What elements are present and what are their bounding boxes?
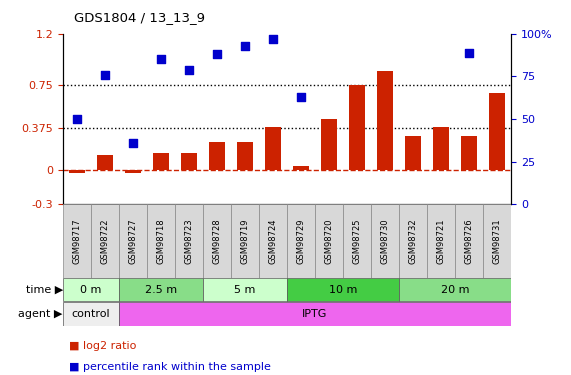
Bar — [377, 71, 393, 170]
Bar — [153, 153, 168, 170]
Text: GSM98719: GSM98719 — [240, 218, 250, 264]
Bar — [63, 302, 119, 326]
Bar — [119, 204, 147, 278]
Point — [268, 36, 278, 42]
Bar — [209, 142, 224, 170]
Point — [128, 140, 138, 146]
Point — [212, 51, 222, 57]
Text: GSM98728: GSM98728 — [212, 218, 222, 264]
Bar — [203, 204, 231, 278]
Text: ■ log2 ratio: ■ log2 ratio — [69, 341, 136, 351]
Point — [408, 14, 417, 20]
Point — [380, 2, 389, 8]
Text: GSM98721: GSM98721 — [436, 218, 445, 264]
Text: GSM98720: GSM98720 — [324, 218, 333, 264]
Bar — [63, 204, 91, 278]
Bar — [287, 278, 399, 302]
Bar — [293, 166, 309, 170]
Bar — [433, 127, 449, 170]
Bar — [237, 142, 252, 170]
Bar — [69, 170, 85, 172]
Point — [184, 67, 194, 73]
Bar — [119, 278, 203, 302]
Bar — [265, 127, 280, 170]
Bar — [259, 204, 287, 278]
Text: GSM98722: GSM98722 — [100, 218, 109, 264]
Bar — [175, 204, 203, 278]
Bar — [63, 278, 119, 302]
Point — [436, 5, 445, 11]
Text: control: control — [71, 309, 110, 319]
Text: GSM98729: GSM98729 — [296, 218, 305, 264]
Text: ■ percentile rank within the sample: ■ percentile rank within the sample — [69, 362, 271, 372]
Bar — [455, 204, 483, 278]
Text: IPTG: IPTG — [302, 309, 328, 319]
Bar — [231, 204, 259, 278]
Point — [100, 72, 110, 78]
Bar — [287, 204, 315, 278]
Point — [73, 116, 82, 122]
Bar — [91, 204, 119, 278]
Point — [240, 43, 250, 49]
Text: GSM98727: GSM98727 — [128, 218, 138, 264]
Point — [464, 50, 473, 55]
Text: GSM98723: GSM98723 — [184, 218, 194, 264]
Bar — [405, 136, 421, 170]
Point — [352, 5, 361, 11]
Bar — [427, 204, 455, 278]
Text: GSM98718: GSM98718 — [156, 218, 166, 264]
Bar — [203, 278, 287, 302]
Point — [296, 94, 305, 100]
Text: 5 m: 5 m — [234, 285, 256, 295]
Bar — [119, 302, 511, 326]
Text: 10 m: 10 m — [329, 285, 357, 295]
Bar — [97, 156, 112, 170]
Bar — [399, 204, 427, 278]
Bar — [371, 204, 399, 278]
Bar — [349, 85, 365, 170]
Text: GSM98732: GSM98732 — [408, 218, 417, 264]
Point — [492, 3, 501, 9]
Bar — [321, 119, 337, 170]
Bar — [147, 204, 175, 278]
Text: GSM98725: GSM98725 — [352, 218, 361, 264]
Bar — [461, 136, 477, 170]
Text: GSM98730: GSM98730 — [380, 218, 389, 264]
Text: GSM98717: GSM98717 — [73, 218, 81, 264]
Text: GDS1804 / 13_13_9: GDS1804 / 13_13_9 — [74, 11, 205, 24]
Text: 0 m: 0 m — [80, 285, 102, 295]
Text: 2.5 m: 2.5 m — [145, 285, 177, 295]
Point — [324, 9, 333, 15]
Text: GSM98724: GSM98724 — [268, 218, 278, 264]
Text: GSM98731: GSM98731 — [493, 218, 501, 264]
Text: 20 m: 20 m — [441, 285, 469, 295]
Bar — [343, 204, 371, 278]
Bar — [483, 204, 511, 278]
Text: time ▶: time ▶ — [26, 285, 63, 295]
Bar — [181, 153, 196, 170]
Text: agent ▶: agent ▶ — [18, 309, 63, 319]
Bar — [315, 204, 343, 278]
Bar — [125, 170, 140, 172]
Bar — [489, 93, 505, 170]
Text: GSM98726: GSM98726 — [465, 218, 473, 264]
Point — [156, 56, 166, 62]
Bar — [399, 278, 511, 302]
